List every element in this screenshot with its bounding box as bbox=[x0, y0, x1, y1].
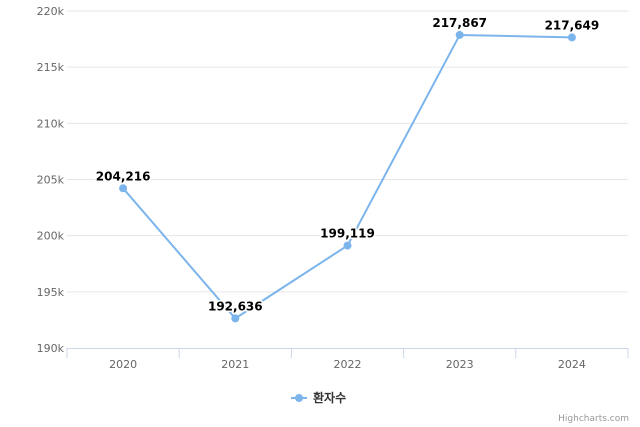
y-tick-label: 205k bbox=[37, 174, 65, 187]
data-point[interactable] bbox=[567, 33, 576, 42]
data-point[interactable] bbox=[455, 30, 464, 39]
x-axis-tick-labels: 2020 2021 2022 2023 2024 bbox=[109, 358, 586, 371]
data-point[interactable] bbox=[231, 314, 240, 323]
x-tick-label: 2020 bbox=[109, 358, 137, 371]
legend-marker-icon bbox=[295, 394, 303, 402]
data-point[interactable] bbox=[119, 184, 128, 193]
y-gridlines bbox=[67, 10, 628, 293]
series-line bbox=[122, 33, 572, 320]
y-tick-label: 195k bbox=[37, 286, 65, 299]
data-label: 217,649 bbox=[545, 18, 600, 32]
data-points[interactable] bbox=[119, 30, 576, 323]
data-point[interactable] bbox=[343, 241, 352, 250]
data-label: 192,636 bbox=[208, 299, 263, 313]
y-tick-label: 190k bbox=[37, 342, 65, 355]
y-tick-label: 210k bbox=[37, 117, 65, 130]
data-labels: 204,216 192,636 199,119 217,867 217,649 bbox=[94, 14, 600, 314]
x-axis-tick-marks bbox=[66, 348, 629, 358]
legend-item-label[interactable]: 환자수 bbox=[313, 390, 346, 405]
data-label: 199,119 bbox=[320, 227, 375, 241]
x-tick-label: 2024 bbox=[558, 358, 586, 371]
x-tick-label: 2022 bbox=[334, 358, 362, 371]
x-tick-label: 2023 bbox=[446, 358, 474, 371]
y-tick-label: 220k bbox=[37, 5, 65, 18]
data-label: 217,867 bbox=[432, 16, 487, 30]
credits-link[interactable]: Highcharts.com bbox=[558, 414, 629, 424]
y-axis-tick-labels: 190k 195k 200k 205k 210k 215k 220k bbox=[37, 5, 65, 355]
data-label: 204,216 bbox=[96, 169, 151, 183]
y-tick-label: 215k bbox=[37, 61, 65, 74]
y-tick-label: 200k bbox=[37, 230, 65, 243]
x-tick-label: 2021 bbox=[221, 358, 249, 371]
legend[interactable]: 환자수 bbox=[291, 390, 346, 405]
